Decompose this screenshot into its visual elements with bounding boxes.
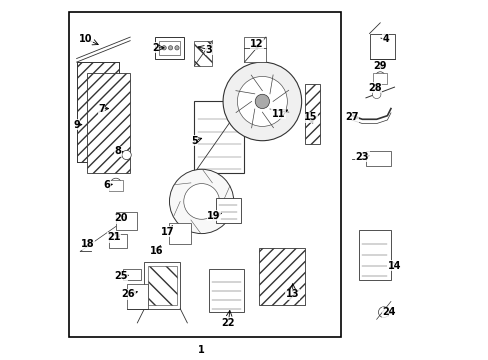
Bar [155, 37, 183, 59]
Circle shape [183, 184, 219, 219]
Bar [194, 41, 212, 66]
Text: 13: 13 [285, 289, 299, 299]
Circle shape [110, 178, 121, 189]
Bar [144, 262, 180, 309]
Text: 5: 5 [191, 136, 198, 146]
Bar [194, 102, 244, 173]
Bar [69, 12, 340, 337]
Text: 1: 1 [198, 345, 204, 355]
Bar [148, 266, 176, 305]
Bar [305, 84, 319, 144]
Bar [123, 269, 141, 280]
Text: 17: 17 [161, 227, 174, 237]
Text: 6: 6 [103, 180, 110, 190]
Text: 29: 29 [373, 61, 386, 71]
Text: 19: 19 [207, 211, 221, 221]
Circle shape [378, 307, 388, 318]
Circle shape [162, 46, 166, 50]
Bar [169, 223, 190, 244]
Bar [116, 212, 137, 230]
Text: 21: 21 [107, 232, 121, 242]
Text: 18: 18 [81, 239, 94, 249]
Bar [126, 284, 148, 309]
Bar [365, 152, 390, 166]
Text: 15: 15 [303, 112, 317, 122]
Bar [358, 230, 390, 280]
Text: 4: 4 [382, 34, 388, 44]
Text: 12: 12 [250, 39, 263, 49]
Circle shape [175, 46, 179, 50]
Circle shape [169, 169, 233, 234]
Bar [87, 73, 130, 173]
Circle shape [122, 150, 131, 159]
Bar [159, 41, 180, 55]
Text: 26: 26 [122, 289, 135, 299]
Text: 20: 20 [114, 213, 128, 223]
Text: 2: 2 [151, 43, 158, 53]
Bar [108, 180, 123, 191]
Text: 27: 27 [344, 112, 358, 122]
Bar [369, 33, 394, 59]
Text: 25: 25 [114, 271, 128, 282]
Text: 3: 3 [205, 45, 212, 55]
Bar [244, 37, 265, 62]
Text: 9: 9 [73, 120, 80, 130]
Circle shape [375, 72, 384, 81]
Text: 28: 28 [367, 83, 381, 93]
Bar [216, 198, 241, 223]
Text: 11: 11 [271, 109, 285, 119]
Circle shape [168, 46, 172, 50]
Text: 14: 14 [387, 261, 401, 271]
Text: 7: 7 [98, 104, 105, 113]
Text: 24: 24 [382, 307, 395, 317]
Bar [372, 73, 386, 84]
Text: 16: 16 [150, 247, 163, 256]
Bar [77, 62, 119, 162]
Text: 10: 10 [79, 34, 92, 44]
Circle shape [237, 76, 287, 126]
Circle shape [372, 90, 380, 99]
Circle shape [255, 94, 269, 109]
Bar [208, 269, 244, 312]
Bar [108, 234, 126, 248]
Bar [258, 248, 305, 305]
Circle shape [223, 62, 301, 141]
Text: 22: 22 [221, 318, 235, 328]
Text: 8: 8 [114, 147, 121, 157]
Text: 23: 23 [355, 152, 368, 162]
